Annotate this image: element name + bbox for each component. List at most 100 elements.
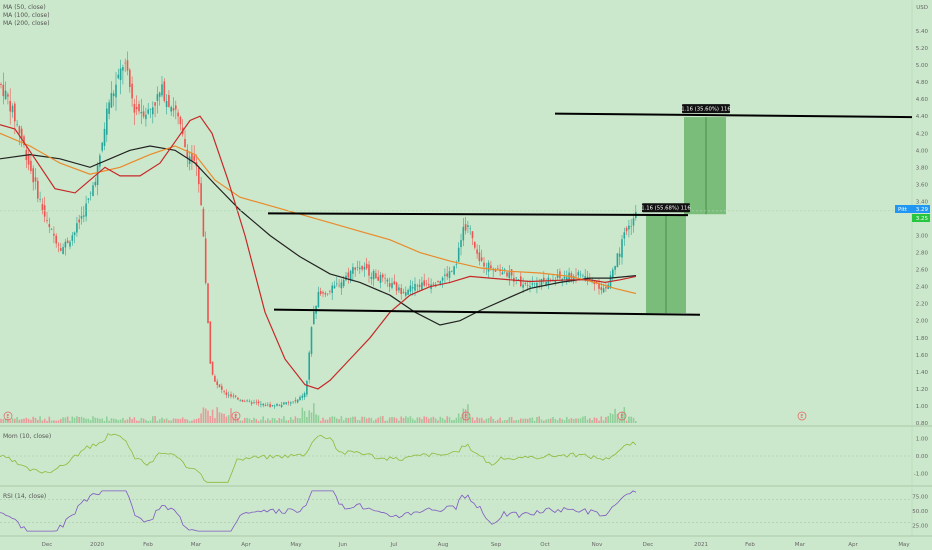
candle-body [80,216,83,219]
candle-body [149,108,152,110]
volume-bar [250,420,253,423]
level-line-support[interactable] [273,308,701,316]
candle-body [204,238,207,283]
volume-bar [561,419,563,423]
volume-bar [457,413,460,423]
candle-body [112,93,115,97]
candle-body [483,262,485,267]
horizontal-levels[interactable] [0,112,913,316]
prev-price-value: 3.25 [916,216,929,222]
volume-bar [200,413,202,423]
candle-body [595,280,598,284]
candle-body [16,124,18,126]
volume-bar [60,418,62,423]
volume-bar [628,416,630,423]
candle-body [209,321,212,364]
price-axis-tick-0: 5.40 [916,29,929,35]
candle-body [372,270,375,280]
volume-bar [336,418,338,423]
candle-body [218,384,221,388]
volume-bar [591,420,593,423]
volume-bar [508,417,511,423]
volume-bar [333,416,336,423]
volume-bar [559,417,561,423]
volume-bar [480,417,483,423]
volume-bar [214,418,216,423]
volume-bar [175,418,177,423]
annotation-label-0: 1.16 (55.68%) 116 [641,206,691,212]
level-line-upper[interactable] [554,112,913,119]
candle-body [271,405,274,407]
candle-body [145,114,147,120]
volume-bar [329,417,331,423]
legend-ma50[interactable]: MA (50, close) [3,4,46,11]
volume-bar [306,416,308,423]
candle-body [175,105,177,110]
volume-bar [230,408,232,423]
candle-body [322,292,324,294]
volume-bar [273,418,276,423]
candle-body [202,208,205,237]
volume-bar [140,417,143,423]
volume-bar [554,419,557,423]
volume-bar [57,420,60,423]
candle-body [457,247,460,262]
volume-bar [529,417,531,423]
volume-bar [490,416,492,423]
earnings-marker-0: E [6,414,9,420]
volume-bar [616,413,619,423]
candle-body [260,403,262,405]
volume-bar [202,407,205,423]
candle-body [170,106,172,112]
volume-bar [552,416,554,423]
candle-body [110,93,113,108]
legend-ma200[interactable]: MA (200, close) [3,20,50,27]
volume-bar [117,419,120,423]
candle-body [296,399,299,403]
candle-body [122,67,124,71]
volume-bar [204,408,207,423]
volume-bar [584,416,586,423]
candle-body [370,276,373,279]
candle-body [131,83,133,99]
current-price-tag-label: Pitt [898,207,908,213]
candle-body [469,228,471,230]
candle-body [57,244,60,246]
target-box-2[interactable] [684,117,726,215]
volume-bar [414,420,416,423]
volume-bar [122,417,124,423]
price-axis-tick-7: 4.00 [916,148,929,154]
volume-bar [524,418,527,423]
volume-bar [310,412,313,423]
volume-bar [262,416,264,423]
candle-body [234,395,237,397]
volume-bar [388,417,391,423]
candle-body [50,229,53,231]
price-axis-tick-20: 1.40 [916,370,929,376]
target-boxes[interactable] [646,117,726,314]
legend-rsi[interactable]: RSI (14, close) [3,493,46,500]
candle-body [264,405,267,407]
candle-body [227,394,230,396]
price-axis-tick-22: 1.00 [916,404,929,410]
level-line-resistance[interactable] [267,212,689,217]
volume-bar [292,419,294,423]
candle-body [628,225,630,230]
legend-momentum[interactable]: Mom (10, close) [3,433,51,440]
volume-bar [605,417,607,423]
candle-body [391,283,393,288]
volume-bar [96,418,99,423]
volume-bar [126,419,129,423]
volume-bar [545,419,547,423]
volume-bar [434,418,437,423]
volume-bar [602,420,605,423]
legend-ma100[interactable]: MA (100, close) [3,12,50,19]
volume-bar [294,416,297,423]
candle-body [356,266,359,268]
candle-body [225,392,228,395]
time-axis-tick-12: Dec [643,542,654,548]
price-candles [0,51,637,409]
